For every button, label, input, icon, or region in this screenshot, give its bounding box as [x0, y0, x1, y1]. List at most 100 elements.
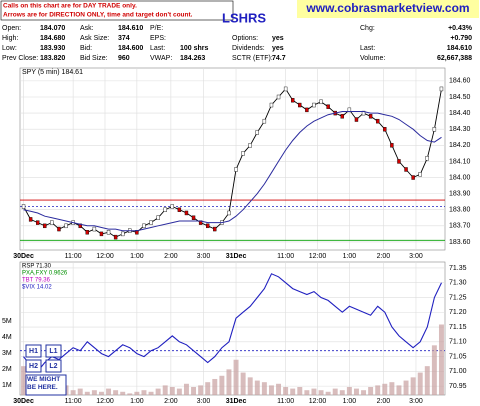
y-tick-label: 184.20 — [449, 142, 471, 149]
volume-bar — [240, 372, 246, 395]
legend-entry: $VIX 14.02 — [22, 285, 52, 291]
quote-label: Ask: — [80, 25, 94, 32]
candle — [234, 167, 238, 172]
site-box — [297, 0, 479, 18]
candle — [142, 223, 146, 229]
x-tick-label: 2:00 — [377, 398, 391, 405]
candle — [57, 226, 61, 232]
volume-bar — [297, 386, 303, 395]
y-tick-label: 2M — [2, 366, 12, 373]
volume-bar — [424, 366, 430, 395]
x-tick-label: 11:00 — [65, 398, 82, 405]
y-tick-label: 71.30 — [449, 280, 467, 287]
candle — [28, 217, 33, 222]
candle — [291, 98, 295, 103]
x-tick-label: 11:00 — [277, 398, 294, 405]
y-tick-label: 184.10 — [449, 158, 471, 165]
x-tick-label: 1:00 — [343, 398, 357, 405]
candle — [248, 143, 252, 148]
quote-label: EPS: — [150, 35, 166, 42]
volume-bar — [417, 372, 423, 395]
volume-bar — [339, 390, 345, 395]
quote-label: Last: — [360, 45, 375, 52]
candle — [241, 151, 245, 156]
y-tick-label: 184.30 — [449, 126, 471, 133]
volume-bar — [353, 388, 359, 395]
candle — [425, 155, 429, 161]
quote-value: 183.820 — [40, 55, 65, 62]
quote-label: Low: — [2, 45, 17, 52]
y-tick-label: 71.05 — [449, 353, 467, 360]
quote-label: High: — [2, 35, 18, 42]
volume-bar — [106, 388, 112, 395]
volume-bar — [247, 377, 253, 395]
y-tick-label: 183.70 — [449, 223, 471, 230]
volume-bar — [183, 383, 189, 395]
quote-label: Options: — [232, 35, 258, 42]
candle — [319, 99, 323, 105]
candle — [283, 86, 288, 92]
candle — [411, 175, 415, 180]
volume-bar — [261, 382, 267, 395]
quote-value: 374 — [118, 35, 130, 42]
y-tick-label: 184.50 — [449, 94, 471, 101]
y-tick-label: 183.80 — [449, 207, 471, 214]
y-tick-label: 71.10 — [449, 339, 467, 346]
x-tick-label: 31Dec — [226, 253, 247, 260]
button — [45, 359, 62, 373]
volume-bar — [325, 391, 331, 395]
x-tick-label: 30Dec — [13, 398, 34, 405]
quote-label: Bid Size: — [80, 55, 108, 62]
button-label: H2 — [29, 363, 38, 370]
quote-value: yes — [272, 45, 284, 52]
x-tick-label: 11:00 — [277, 253, 294, 260]
y-tick-label: 183.60 — [449, 239, 471, 246]
volume-bar — [254, 380, 260, 395]
quote-value: 184.070 — [40, 25, 65, 32]
rsp-line — [23, 273, 442, 373]
candle — [170, 204, 174, 209]
volume-bar — [77, 388, 83, 395]
notice: Arrows are for DIRECTION ONLY, time and … — [3, 12, 193, 19]
y-tick-label: 4M — [2, 334, 12, 341]
plot-frame — [19, 67, 446, 251]
volume-bar — [311, 388, 317, 395]
volume-bar — [396, 385, 402, 395]
candle — [21, 204, 26, 209]
y-tick-label: 71.15 — [449, 324, 467, 331]
candle — [36, 220, 40, 225]
candle — [305, 107, 309, 113]
x-tick-label: 3:00 — [197, 398, 211, 405]
quote-label: Bid: — [80, 45, 92, 52]
volume-bar — [120, 391, 126, 395]
candle — [376, 118, 380, 124]
candle — [269, 102, 274, 108]
candle — [43, 223, 47, 229]
chart-label: SPY (5 min) 184.61 — [22, 69, 83, 76]
candle — [262, 118, 267, 124]
volume-bar — [134, 391, 140, 395]
candle — [255, 130, 259, 135]
x-tick-label: 2:00 — [377, 253, 391, 260]
plot-frame — [19, 261, 446, 396]
candle — [156, 215, 160, 220]
candle — [227, 210, 231, 216]
y-tick-label: 5M — [2, 318, 12, 325]
candle — [397, 159, 401, 164]
quote-value: 960 — [118, 55, 130, 62]
volume-bar — [382, 383, 388, 395]
button — [25, 359, 42, 373]
x-tick-label: 1:00 — [130, 398, 144, 405]
y-tick-label: 71.20 — [449, 309, 467, 316]
y-tick-label: 183.90 — [449, 190, 471, 197]
moving-average — [23, 111, 442, 232]
volume-bar — [155, 388, 161, 395]
candle — [326, 104, 330, 109]
x-tick-label: 30Dec — [13, 253, 34, 260]
volume-bar — [410, 377, 416, 395]
note: WE MIGHT BE HERE. — [27, 376, 61, 391]
quote-value: 184.610 — [118, 25, 143, 32]
button-label: H1 — [29, 348, 38, 355]
y-tick-label: 3M — [2, 350, 12, 357]
